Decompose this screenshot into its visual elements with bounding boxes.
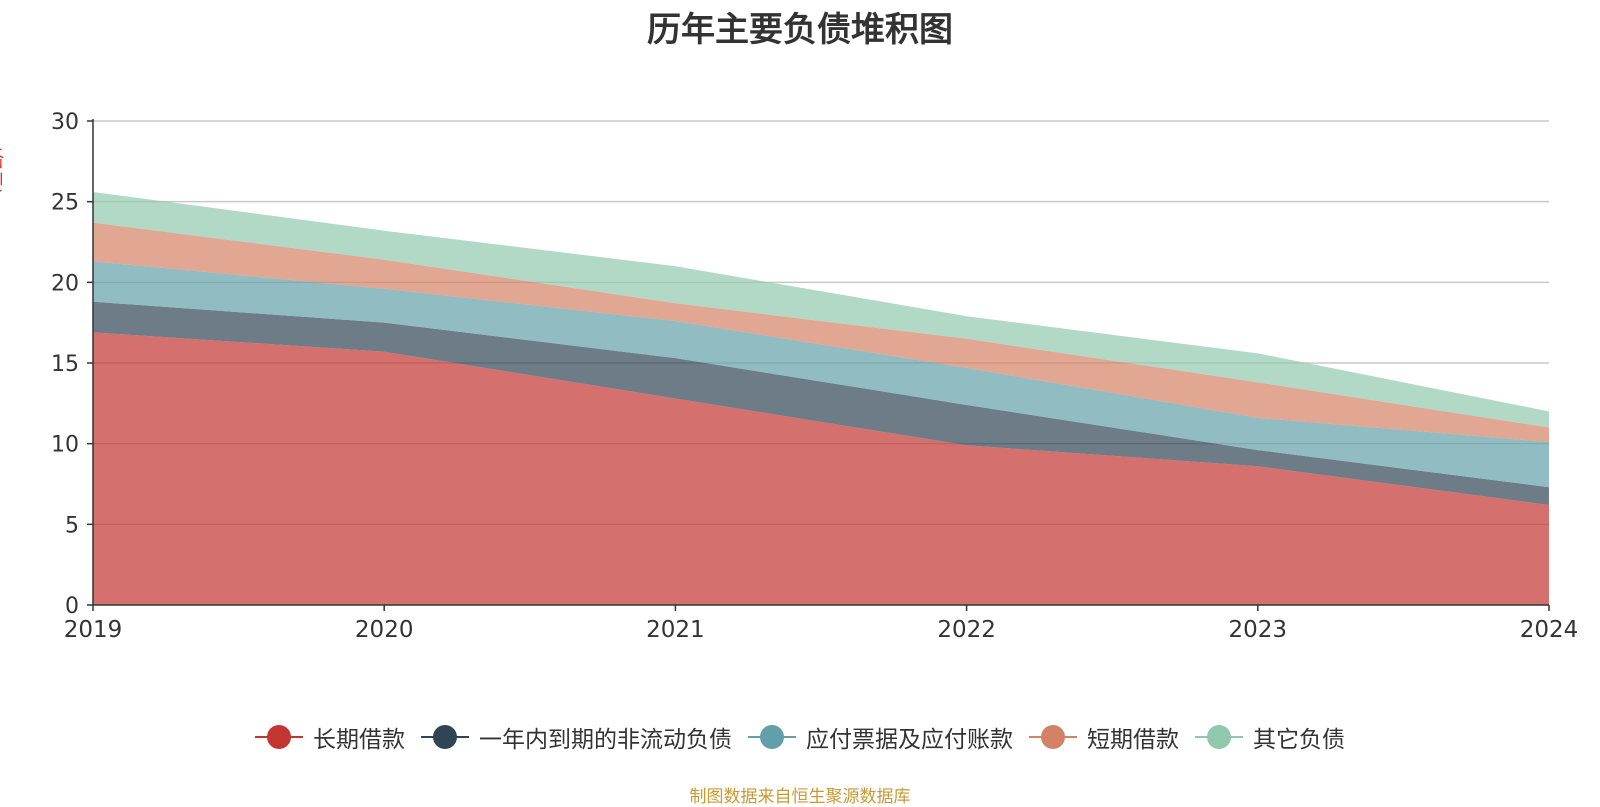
area-series-应付票据及应付账款 xyxy=(93,261,1549,488)
y-tick-label: 0 xyxy=(65,594,79,619)
area-series-长期借款 xyxy=(93,332,1549,605)
y-axis-unit-label: (亿元) xyxy=(0,145,4,196)
legend-label: 一年内到期的非流动负债 xyxy=(479,727,732,753)
legend-marker-icon xyxy=(421,725,469,749)
legend-label: 其它负债 xyxy=(1253,727,1345,753)
y-tick-label: 5 xyxy=(65,513,79,538)
x-tick-label: 2021 xyxy=(646,617,705,643)
legend-item[interactable]: 应付票据及应付账款 xyxy=(748,720,1013,754)
x-tick-label: 2020 xyxy=(355,617,414,643)
chart-legend: 长期借款 一年内到期的非流动负债 应付票据及应付账款 短期借款 其它负债 xyxy=(0,720,1600,754)
area-series-其它负债 xyxy=(93,191,1549,428)
y-tick-label: 25 xyxy=(51,191,79,216)
chart-title: 历年主要负债堆积图 xyxy=(647,10,953,50)
legend-marker-icon xyxy=(748,725,796,749)
area-series-一年内到期的非流动负债 xyxy=(93,301,1549,505)
x-tick-label: 2023 xyxy=(1229,617,1288,643)
x-tick-label: 2022 xyxy=(937,617,996,643)
legend-label: 应付票据及应付账款 xyxy=(806,727,1013,753)
legend-label: 短期借款 xyxy=(1087,727,1179,753)
x-tick-label: 2024 xyxy=(1520,617,1579,643)
y-tick-label: 10 xyxy=(51,433,79,458)
legend-marker-icon xyxy=(1195,725,1243,749)
legend-item[interactable]: 短期借款 xyxy=(1029,720,1179,754)
y-tick-label: 30 xyxy=(51,110,79,135)
source-note: 制图数据来自恒生聚源数据库 xyxy=(689,787,911,807)
x-tick-label: 2019 xyxy=(64,617,123,643)
legend-marker-icon xyxy=(1029,725,1077,749)
legend-item[interactable]: 长期借款 xyxy=(255,720,405,754)
area-series-短期借款 xyxy=(93,222,1549,443)
legend-marker-icon xyxy=(255,725,303,749)
legend-item[interactable]: 其它负债 xyxy=(1195,720,1345,754)
legend-item[interactable]: 一年内到期的非流动负债 xyxy=(421,720,732,754)
y-tick-label: 20 xyxy=(51,271,79,296)
legend-label: 长期借款 xyxy=(313,727,405,753)
y-tick-label: 15 xyxy=(51,352,79,377)
